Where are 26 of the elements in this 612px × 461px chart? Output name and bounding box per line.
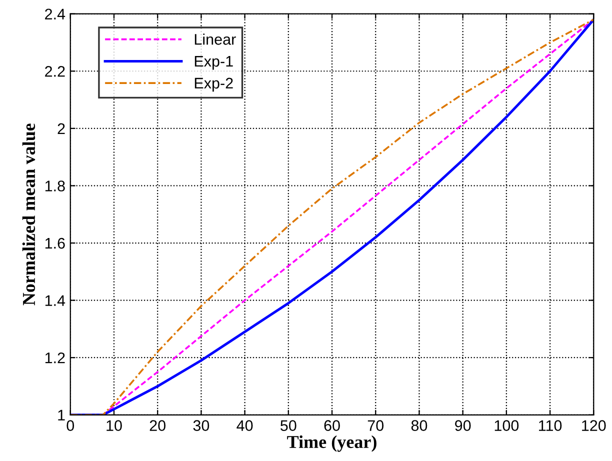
y-tick-label: 2	[58, 123, 65, 134]
legend-label: Exp-1	[194, 56, 233, 70]
x-tick-label: 0	[66, 420, 74, 431]
x-tick-label: 100	[494, 420, 519, 431]
y-tick-label: 1.8	[45, 180, 65, 192]
x-tick-label: 50	[280, 420, 296, 431]
x-tick-label: 40	[236, 420, 253, 431]
y-tick-label: 1.2	[45, 352, 65, 364]
y-tick-label: 1.4	[45, 295, 66, 306]
y-axis-title: Normalized mean value	[22, 124, 36, 306]
x-tick-label: 70	[368, 420, 384, 431]
y-tick-label: 1	[58, 410, 65, 420]
x-tick-label: 10	[106, 420, 122, 431]
y-tick-label: 1.6	[45, 238, 65, 249]
x-tick-label: 90	[455, 420, 471, 431]
x-tick-label: 20	[150, 420, 166, 431]
x-tick-label: 60	[324, 420, 340, 431]
x-tick-label: 110	[539, 420, 562, 431]
legend-label: Linear	[194, 34, 236, 45]
x-tick-label: 80	[411, 420, 428, 431]
x-axis-title: Time (year)	[287, 435, 376, 452]
legend-label: Exp-2	[194, 78, 233, 92]
x-tick-label: 30	[193, 420, 210, 431]
y-tick-label: 2.4	[45, 8, 66, 20]
x-tick-label: 120	[582, 420, 606, 431]
y-tick-label: 2.2	[45, 66, 65, 77]
